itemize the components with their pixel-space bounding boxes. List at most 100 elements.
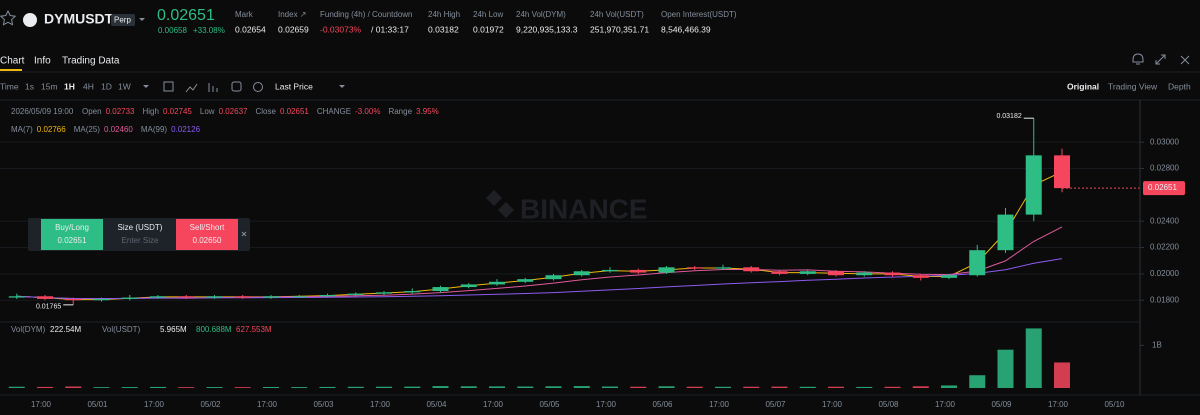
sell-button[interactable]: [176, 219, 238, 250]
volume-bar: [969, 375, 986, 388]
volume-bar: [686, 386, 703, 388]
interval[interactable]: 15m: [41, 81, 58, 91]
candle-body: [1054, 155, 1070, 189]
candle-body: [404, 291, 421, 293]
x-tick-label: 05/09: [991, 400, 1012, 409]
candle-body: [997, 214, 1014, 251]
volume-bar: [884, 386, 901, 388]
ma-value: 0.02126: [171, 125, 200, 134]
order-panel-close[interactable]: [241, 231, 247, 237]
y-tick-label: 0.02000: [1150, 269, 1179, 278]
interval[interactable]: 1D: [101, 81, 112, 91]
candle-body: [263, 296, 279, 298]
stat-value: 0.02659: [278, 24, 309, 34]
volume-bar: [828, 386, 844, 388]
close-icon[interactable]: [1180, 55, 1190, 65]
interval[interactable]: 4H: [83, 81, 94, 91]
info-label: Open: [82, 107, 102, 116]
tab[interactable]: Chart: [0, 56, 25, 67]
perp-text: Perp: [114, 16, 131, 25]
volume-bars: [8, 328, 1070, 388]
interval[interactable]: 1H: [64, 81, 75, 91]
stat-value: 0.03182: [428, 24, 459, 34]
vol-label: Vol(USDT): [102, 325, 141, 334]
symbol-dropdown[interactable]: [139, 18, 145, 21]
favorite-icon[interactable]: [0, 9, 17, 26]
candle-body: [37, 296, 53, 299]
x-tick-label: 17:00: [483, 400, 504, 409]
volume-bar: [912, 386, 929, 388]
ma-label: MA(25): [74, 125, 101, 134]
candle-body: [150, 296, 166, 298]
volume-bar: [291, 387, 308, 388]
candle-body: [658, 267, 675, 273]
ma-value: 0.02766: [37, 125, 66, 134]
volume-bar: [263, 386, 279, 388]
candle-body: [602, 269, 618, 272]
stat-value: 8,546,466.39: [661, 24, 711, 34]
volume-bar: [1054, 362, 1070, 388]
interval-dropdown[interactable]: [143, 85, 149, 88]
stat-value: 0.01972: [473, 24, 504, 34]
volume-bar: [432, 386, 449, 388]
candle-body: [319, 294, 336, 297]
y-tick-label: 0.02400: [1150, 216, 1179, 225]
candles: 0.03182 0.01765: [8, 113, 1070, 311]
candle-body: [969, 250, 986, 276]
volume-bar: [573, 386, 590, 388]
info-label: Low: [200, 107, 215, 116]
volume-bar: [234, 387, 251, 388]
volume-bar: [715, 386, 731, 388]
alert-icon[interactable]: [1132, 53, 1144, 65]
price-change-pct: +33.08%: [193, 26, 225, 35]
volume-bar: [93, 387, 110, 388]
tab[interactable]: Trading Data: [62, 56, 120, 67]
y-tick-label: 0.02800: [1150, 164, 1179, 173]
interval[interactable]: Time: [0, 81, 19, 91]
tool-icon[interactable]: [163, 81, 174, 92]
candle-body: [432, 287, 449, 292]
expand-icon[interactable]: [1155, 54, 1166, 65]
price-source-dropdown[interactable]: [339, 85, 345, 88]
tool-icon[interactable]: [208, 83, 218, 92]
interval[interactable]: 1W: [118, 81, 131, 91]
info-value: 0.02733: [106, 107, 135, 116]
tab-underline: [0, 69, 22, 71]
x-tick-label: 05/01: [87, 400, 108, 409]
toolbar: Time 1s 15m 1H 4H 1D 1W: [0, 81, 131, 91]
tool-icon[interactable]: [231, 81, 242, 92]
last-price-tag: [1143, 181, 1185, 196]
candle-body: [715, 267, 731, 269]
candle-body: [630, 269, 647, 273]
volume-bar: [517, 386, 534, 388]
view-tab[interactable]: Depth: [1168, 81, 1191, 91]
ma-label: MA(99): [141, 125, 168, 134]
volume-bar: [489, 386, 505, 388]
tool-icon[interactable]: [253, 82, 263, 92]
volume-bar: [630, 386, 647, 388]
stat-value: 0.02654: [235, 24, 266, 34]
y-tick-label: 0.02200: [1150, 243, 1179, 252]
tool-icon[interactable]: [185, 83, 198, 93]
x-tick-label: 17:00: [935, 400, 956, 409]
candle-body: [799, 271, 816, 274]
sell-label: Sell/Short: [190, 223, 225, 232]
x-tick-label: 17:00: [31, 400, 52, 409]
stat-label: Funding (4h) / Countdown: [320, 10, 413, 19]
buy-label: Buy/Long: [55, 223, 89, 232]
price-source[interactable]: Last Price: [275, 81, 313, 91]
info-label: Range: [388, 107, 412, 116]
stat-label: 24h Vol(USDT): [590, 10, 644, 19]
view-tab[interactable]: Original: [1067, 81, 1099, 91]
candle-body: [206, 296, 223, 298]
candle-body: [771, 271, 788, 274]
tab[interactable]: Info: [34, 56, 51, 67]
interval[interactable]: 1s: [25, 81, 34, 91]
view-tab[interactable]: Trading View: [1108, 81, 1158, 91]
symbol[interactable]: DYMUSDT: [44, 11, 114, 27]
size-input[interactable]: Enter Size: [122, 236, 159, 245]
annotation-label: 0.03182: [996, 113, 1021, 120]
buy-button[interactable]: [41, 219, 103, 250]
